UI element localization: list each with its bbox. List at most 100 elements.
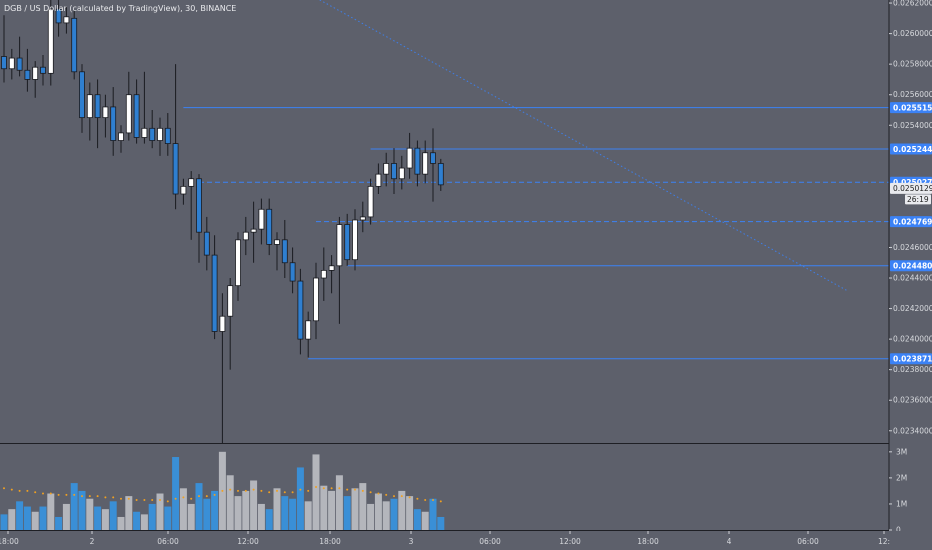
price-level-tag[interactable]	[890, 353, 932, 365]
candle-body[interactable]	[250, 228, 257, 233]
volume-bar[interactable]	[47, 493, 55, 530]
candle-body[interactable]	[437, 163, 444, 186]
volume-bar[interactable]	[234, 496, 242, 530]
candle-body[interactable]	[344, 224, 351, 261]
candle-body[interactable]	[196, 178, 202, 233]
volume-bar[interactable]	[179, 488, 187, 530]
volume-bar[interactable]	[55, 516, 63, 530]
candle-body[interactable]	[63, 16, 70, 24]
volume-bar[interactable]	[164, 506, 172, 530]
volume-bar[interactable]	[265, 509, 273, 530]
volume-bar[interactable]	[398, 490, 406, 530]
volume-bar[interactable]	[421, 511, 429, 530]
volume-bar[interactable]	[304, 501, 312, 530]
volume-bar[interactable]	[133, 511, 141, 530]
candle-body[interactable]	[328, 265, 335, 271]
candle-body[interactable]	[157, 127, 163, 141]
volume-bar[interactable]	[203, 498, 211, 530]
volume-bar[interactable]	[281, 496, 289, 530]
candle-body[interactable]	[235, 239, 241, 287]
volume-bar[interactable]	[367, 503, 375, 530]
candle-body[interactable]	[375, 173, 382, 187]
candle-body[interactable]	[188, 178, 195, 187]
candle-body[interactable]	[24, 69, 31, 80]
candle-body[interactable]	[281, 239, 288, 264]
price-level-tag[interactable]	[890, 102, 932, 114]
candle-body[interactable]	[297, 280, 304, 340]
candle-body[interactable]	[1, 56, 7, 70]
volume-bar[interactable]	[140, 514, 148, 530]
volume-bar[interactable]	[257, 503, 265, 530]
candle-body[interactable]	[430, 152, 436, 164]
candle-body[interactable]	[164, 127, 171, 144]
volume-bar[interactable]	[94, 506, 102, 530]
candle-body[interactable]	[367, 185, 374, 218]
candle-body[interactable]	[203, 231, 210, 256]
volume-bar[interactable]	[250, 480, 258, 530]
candle-body[interactable]	[227, 285, 234, 317]
candle-body[interactable]	[414, 147, 421, 175]
candle-body[interactable]	[422, 152, 429, 175]
price-level-tag[interactable]	[890, 216, 932, 228]
candle-body[interactable]	[180, 185, 187, 195]
candle-body[interactable]	[219, 315, 226, 332]
candle-body[interactable]	[320, 269, 327, 279]
volume-bar[interactable]	[242, 490, 250, 530]
candle-body[interactable]	[47, 8, 54, 74]
volume-bar[interactable]	[289, 498, 297, 530]
volume-bar[interactable]	[296, 467, 304, 530]
volume-bar[interactable]	[0, 514, 8, 530]
volume-bar[interactable]	[390, 498, 398, 530]
candle-body[interactable]	[110, 106, 117, 141]
candle-body[interactable]	[16, 57, 23, 71]
volume-bar[interactable]	[62, 503, 70, 530]
candle-body[interactable]	[149, 127, 156, 141]
candle-body[interactable]	[313, 277, 319, 322]
price-level-tag[interactable]	[890, 143, 932, 155]
volume-bar[interactable]	[117, 516, 125, 530]
candle-body[interactable]	[133, 94, 140, 138]
trendline[interactable]	[215, 0, 847, 291]
volume-bar[interactable]	[156, 493, 164, 530]
candle-body[interactable]	[336, 224, 343, 267]
volume-bar[interactable]	[359, 483, 367, 530]
candle-body[interactable]	[258, 208, 265, 230]
candle-body[interactable]	[383, 163, 390, 175]
candle-body[interactable]	[211, 254, 218, 332]
volume-bar[interactable]	[343, 496, 351, 530]
volume-bar[interactable]	[351, 488, 359, 530]
candle-body[interactable]	[79, 71, 85, 119]
volume-bar[interactable]	[406, 496, 414, 530]
candle-body[interactable]	[391, 163, 397, 180]
volume-bar[interactable]	[374, 493, 382, 530]
volume-bar[interactable]	[16, 501, 24, 530]
candle-body[interactable]	[359, 216, 366, 221]
volume-bar[interactable]	[273, 488, 281, 530]
candle-body[interactable]	[352, 219, 358, 261]
candle-body[interactable]	[40, 66, 46, 74]
volume-bar[interactable]	[195, 483, 203, 530]
candle-body[interactable]	[55, 8, 62, 24]
candle-body[interactable]	[86, 94, 93, 119]
candle-body[interactable]	[172, 143, 179, 195]
candle-body[interactable]	[289, 262, 296, 282]
candle-body[interactable]	[305, 320, 312, 340]
candle-body[interactable]	[266, 208, 273, 245]
volume-bar[interactable]	[86, 498, 94, 530]
volume-bar[interactable]	[328, 490, 336, 530]
volume-bar[interactable]	[23, 506, 31, 530]
volume-bar[interactable]	[78, 490, 86, 530]
volume-bar[interactable]	[148, 503, 156, 530]
volume-bar[interactable]	[335, 475, 343, 530]
volume-bar[interactable]	[382, 501, 390, 530]
volume-bar[interactable]	[187, 503, 195, 530]
volume-bar[interactable]	[413, 509, 421, 530]
candle-body[interactable]	[94, 94, 101, 119]
volume-bar[interactable]	[320, 485, 328, 530]
candle-body[interactable]	[32, 66, 39, 80]
candle-body[interactable]	[71, 17, 78, 73]
volume-bar[interactable]	[125, 496, 133, 530]
candle-body[interactable]	[141, 127, 148, 138]
volume-bar[interactable]	[39, 506, 47, 530]
